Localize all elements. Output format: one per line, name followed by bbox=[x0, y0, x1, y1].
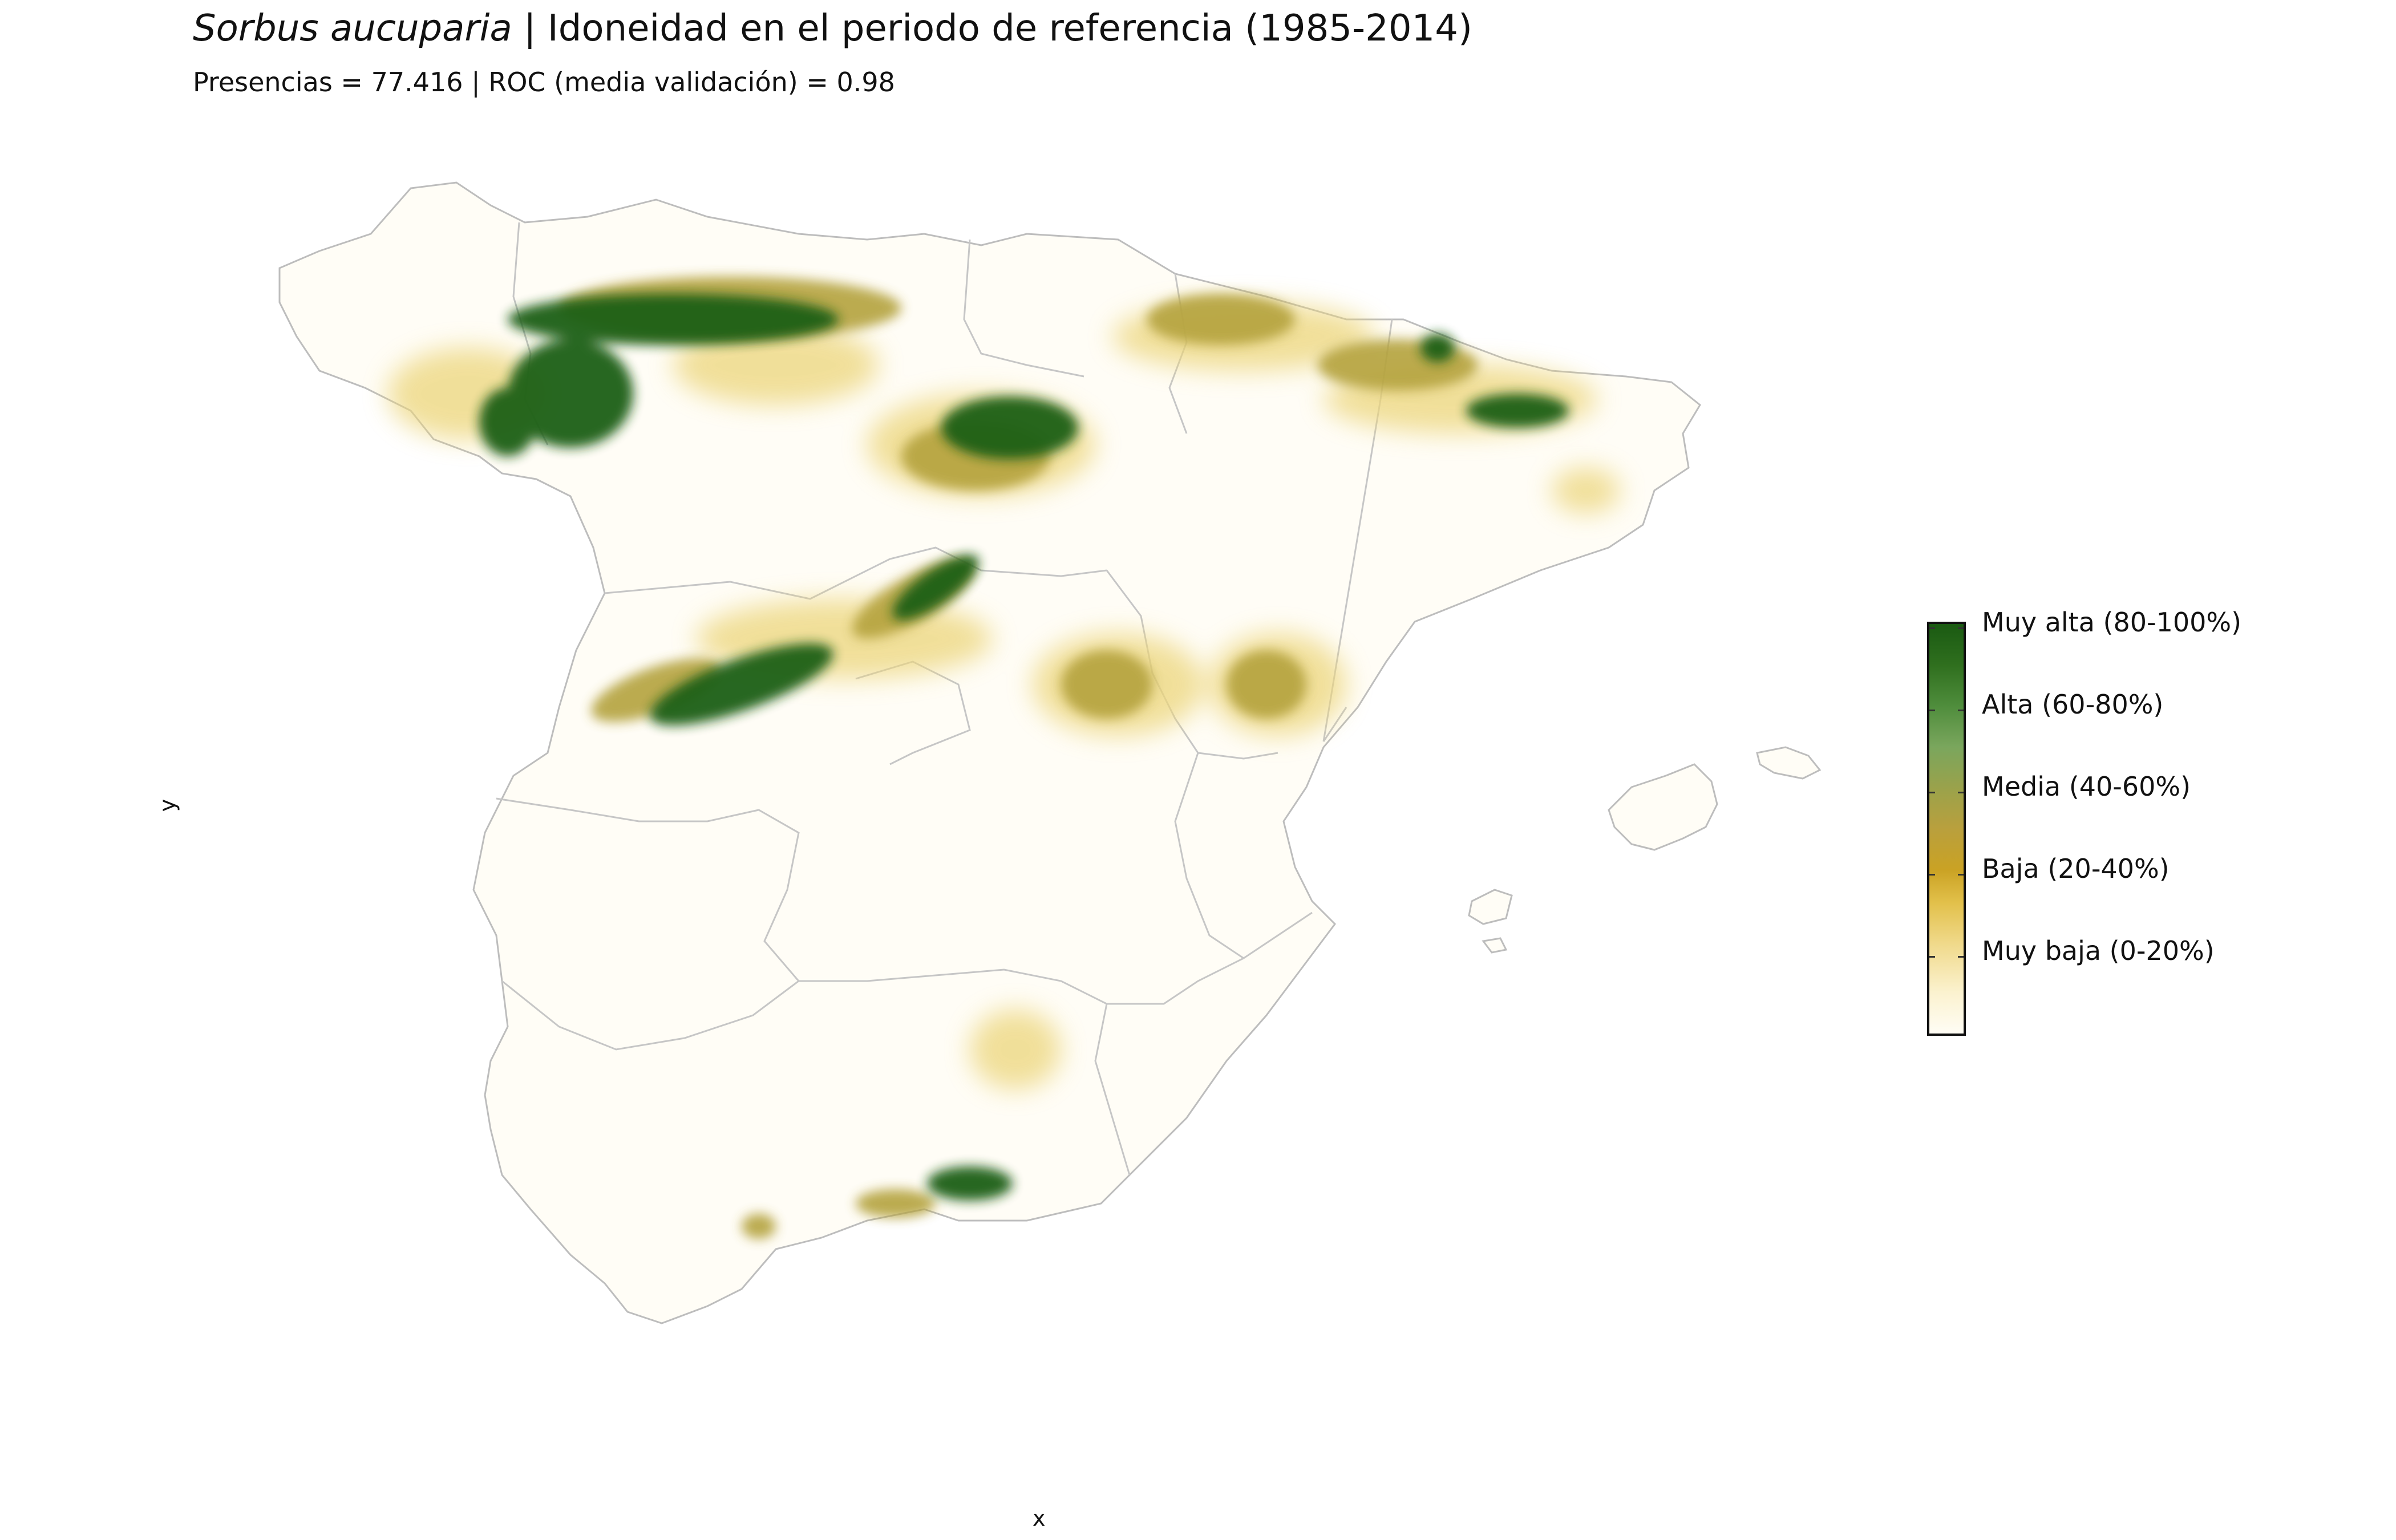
legend-tick bbox=[1929, 710, 1935, 711]
legend-label-low: Baja (20-40%) bbox=[1982, 853, 2170, 884]
legend-label-very-high: Muy alta (80-100%) bbox=[1982, 607, 2242, 638]
suitability-high-patches bbox=[479, 294, 1569, 1201]
formentera-outline bbox=[1482, 937, 1508, 954]
legend-label-medium: Media (40-60%) bbox=[1982, 771, 2191, 802]
legend-tick bbox=[1929, 956, 1935, 958]
legend-tick bbox=[1929, 627, 1935, 629]
legend-tick bbox=[1958, 956, 1964, 958]
species-name: Sorbus aucuparia bbox=[193, 7, 512, 50]
x-axis-label: x bbox=[1033, 1506, 1046, 1531]
menorca-outline bbox=[1756, 746, 1822, 780]
y-axis-label: y bbox=[155, 799, 180, 812]
ibiza-outline bbox=[1468, 889, 1513, 925]
chart-subtitle: Presencias = 77.416 | ROC (media validac… bbox=[193, 67, 895, 98]
title-text: | Idoneidad en el periodo de referencia … bbox=[512, 7, 1472, 50]
legend-tick bbox=[1958, 710, 1964, 711]
mallorca-outline bbox=[1608, 763, 1718, 851]
peninsula-outline bbox=[278, 181, 1701, 1324]
legend-tick bbox=[1929, 874, 1935, 876]
legend-label-very-low: Muy baja (0-20%) bbox=[1982, 935, 2215, 966]
legend-tick bbox=[1929, 792, 1935, 793]
legend-tick bbox=[1958, 792, 1964, 793]
legend-label-high: Alta (60-80%) bbox=[1982, 689, 2164, 720]
chart-title: Sorbus aucuparia | Idoneidad en el perio… bbox=[193, 5, 1472, 52]
legend-tick bbox=[1958, 627, 1964, 629]
legend-colorbar bbox=[1927, 622, 1966, 1036]
legend-tick bbox=[1958, 874, 1964, 876]
